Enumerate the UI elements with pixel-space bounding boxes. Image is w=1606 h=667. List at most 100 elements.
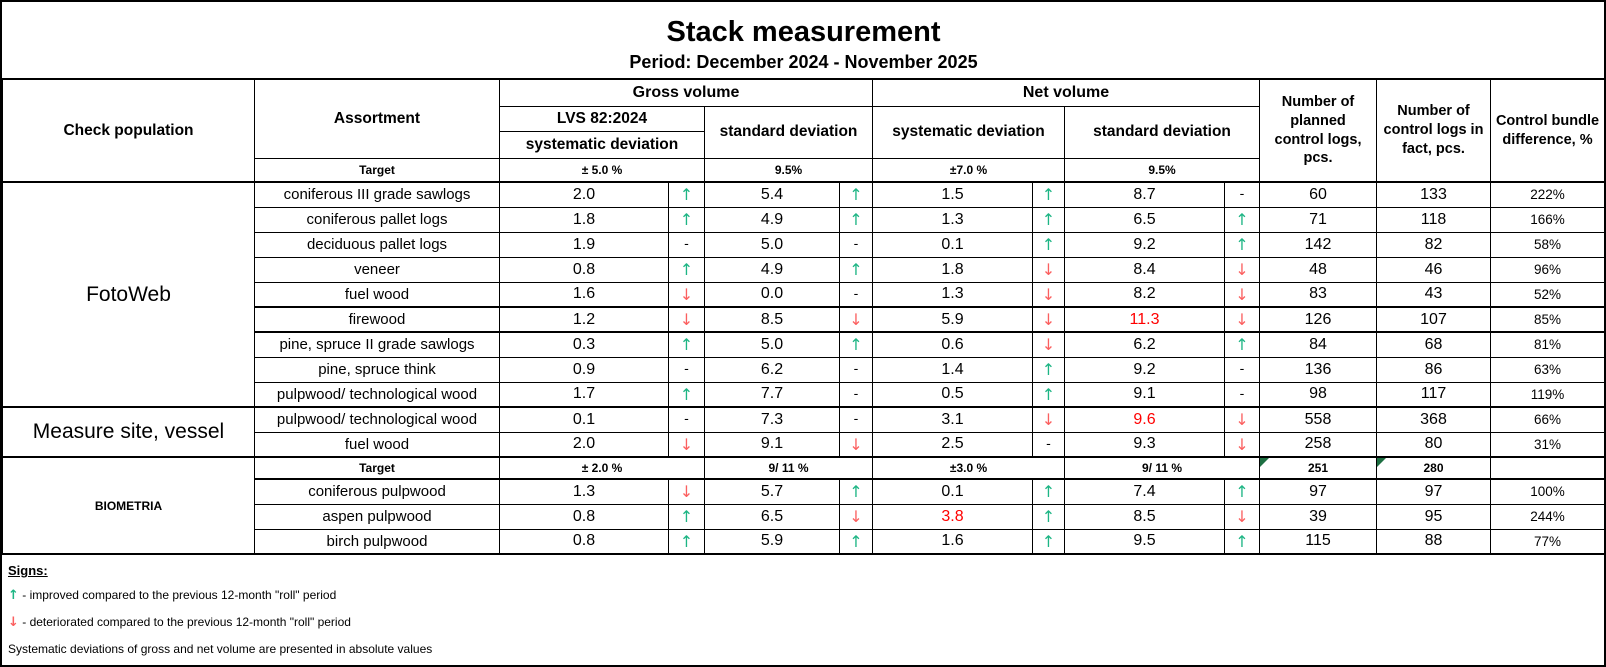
col-header-planned-logs: Number of planned control logs, pcs. [1259,78,1377,183]
cell-net-standard: 6.2 [1064,331,1225,358]
cell-diff: 100% [1489,478,1604,505]
trend-down-icon: ↓ [1032,256,1065,283]
cell-gross-standard: 6.5 [704,503,840,530]
cell-net-standard: 9.5 [1064,528,1225,555]
cell-diff: 244% [1489,503,1604,530]
cell-assortment: birch pulpwood [254,528,500,555]
trend-down-icon: ↓ [1224,406,1260,433]
trend-none: - [839,381,873,408]
trend-down-icon: ↓ [1032,281,1065,308]
trend-up-icon: ↑ [839,181,873,208]
col-header-lvs: LVS 82:2024 [499,105,705,132]
cell-fact: 43 [1376,281,1491,308]
trend-up-icon: ↑ [668,181,705,208]
trend-up-icon: ↑ [668,528,705,555]
trend-none: - [839,406,873,433]
trend-none: - [839,281,873,308]
cell-net-standard: 9.1 [1064,381,1225,408]
col-group-net-volume: Net volume [872,78,1260,107]
cell-planned: 97 [1259,478,1377,505]
cell-flag-triangle-icon [1377,459,1386,467]
cell-net-standard: 9.3 [1064,431,1225,458]
cell-gross-systematic: 1.2 [499,306,669,333]
col-header-gross-systematic-deviation: systematic deviation [499,130,705,159]
trend-down-icon: ↓ [1032,406,1065,433]
table-row: birch pulpwood 0.8 ↑ 5.9 ↑ 1.6 ↑ 9.5 ↑ 115 88 77% [3,528,1604,555]
target-label: Target [254,157,500,183]
trend-none: - [1224,381,1260,408]
cell-fact: 80 [1376,431,1491,458]
trend-up-icon: ↑ [1032,206,1065,233]
target-row-top: Target ± 5.0 % 9.5% ±7.0 % 9.5% [3,157,1605,183]
cell-planned: 126 [1259,306,1377,333]
cell-diff: 119% [1489,381,1604,408]
trend-up-icon: ↑ [1032,381,1065,408]
title-block: Stack measurement Period: December 2024 … [2,2,1604,80]
trend-down-icon: ↓ [1224,256,1260,283]
section-label-fotoweb: FotoWeb [2,181,255,408]
col-header-assortment: Assortment [254,78,500,159]
cell-planned: 98 [1259,381,1377,408]
trend-none: - [668,231,705,258]
cell-planned: 115 [1259,528,1377,555]
cell-gross-systematic: 2.0 [499,431,669,458]
cell-gross-standard: 9.1 [704,431,840,458]
trend-down-icon: ↓ [1224,281,1260,308]
trend-up-icon: ↑ [1032,231,1065,258]
trend-down-icon: ↓ [1224,503,1260,530]
trend-up-icon: ↑ [839,206,873,233]
cell-fact: 86 [1376,356,1491,383]
legend-heading: Signs: [8,563,48,578]
col-group-gross-volume: Gross volume [499,78,873,107]
cell-gross-systematic: 1.7 [499,381,669,408]
cell-gross-systematic: 0.8 [499,256,669,283]
cell-gross-standard: 8.5 [704,306,840,333]
cell-diff: 63% [1489,356,1604,383]
trend-up-icon: ↑ [1224,206,1260,233]
table-row: pulpwood/ technological wood 1.7 ↑ 7.7-0.5 ↑… [3,381,1604,408]
table-row: aspen pulpwood 0.8 ↑ 6.5 ↓ 3.8 ↑ 8.5 ↓ 39 95 244% [3,503,1604,530]
page-title: Stack measurement [666,15,941,48]
cell-diff: 31% [1489,431,1604,458]
cell-net-systematic: 1.3 [872,206,1033,233]
cell-gross-standard: 5.0 [704,331,840,358]
table-row: FotoWeb coniferous III grade sawlogs 2.0 ↑ 5… [2,181,1604,408]
cell-net-systematic: 1.6 [872,528,1033,555]
table-row: coniferous pallet logs 1.8 ↑ 4.9 ↑ 1.3 ↑ 6.5 ↑ 71… [3,206,1604,233]
cell-gross-standard: 7.3 [704,406,840,433]
target-row-section: BIOMETRIA Target ± 2.0 % 9/ 11 % ±3.0 % 9/ 11… [2,456,1604,555]
trend-up-icon: ↑ [839,528,873,555]
trend-up-icon: ↑ [1032,181,1065,208]
trend-down-icon: ↓ [839,431,873,458]
legend-note: Systematic deviations of gross and net v… [8,642,433,656]
col-header-gross-standard-deviation: standard deviation [704,105,873,159]
up-arrow-icon: ↑ [8,588,19,603]
cell-assortment: veneer [254,256,500,283]
cell-fact: 117 [1376,381,1491,408]
trend-up-icon: ↑ [668,206,705,233]
table-body: FotoWeb coniferous III grade sawlogs 2.0 ↑ 5… [2,181,1604,555]
cell-diff: 77% [1489,528,1604,555]
trend-up-icon: ↑ [1224,528,1260,555]
cell-gross-systematic: 1.3 [499,478,669,505]
cell-gross-systematic: 0.1 [499,406,669,433]
cell-net-systematic: 0.5 [872,381,1033,408]
legend-item-improved: ↑ - improved compared to the previous 12… [8,588,1604,603]
cell-gross-systematic: 0.9 [499,356,669,383]
target-net-standard: 9.5% [1064,157,1260,183]
cell-fact: 97 [1376,478,1491,505]
cell-net-systematic: 1.5 [872,181,1033,208]
cell-diff: 85% [1489,306,1604,333]
col-header-net-systematic-deviation: systematic deviation [872,105,1065,159]
cell-net-standard: 7.4 [1064,478,1225,505]
target-net-standard: 9/ 11 % [1064,456,1260,480]
target-gross-systematic: ± 5.0 % [499,157,705,183]
cell-gross-standard: 5.7 [704,478,840,505]
cell-diff: 52% [1489,281,1604,308]
cell-gross-systematic: 1.8 [499,206,669,233]
cell-assortment: firewood [254,306,500,333]
trend-none: - [1032,431,1065,458]
cell-gross-standard: 5.0 [704,231,840,258]
table-row: Measure site, vessel pulpwood/ technologi… [2,406,1604,458]
cell-net-standard: 9.2 [1064,356,1225,383]
